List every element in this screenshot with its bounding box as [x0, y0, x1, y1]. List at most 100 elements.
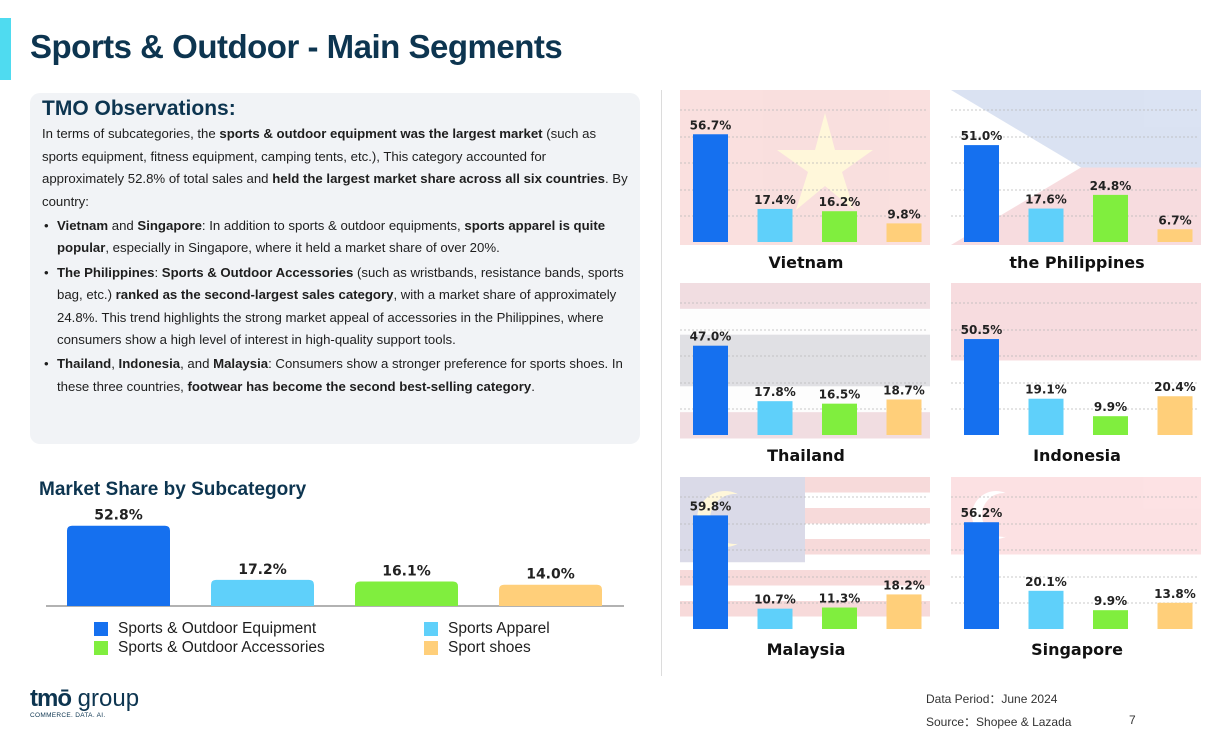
- title-accent-bar: [0, 18, 11, 80]
- bar: [757, 208, 793, 242]
- logo-wordmark: tmō: [30, 685, 72, 712]
- data-label: 56.7%: [690, 118, 732, 132]
- bar: [1093, 610, 1128, 629]
- text-run: : Consumers show a stronger preference f…: [57, 356, 623, 395]
- bar: [886, 594, 922, 629]
- data-label: 51.0%: [961, 129, 1003, 143]
- data-label: 10.7%: [754, 593, 796, 607]
- indonesia-bar-chart: 50.5% 19.1% 9.9% 20.4% Indonesia: [951, 283, 1201, 465]
- bar: [757, 608, 793, 629]
- text-run: . By country:: [42, 171, 628, 209]
- observations-title: TMO Observations:: [42, 97, 236, 120]
- bold-text-run: ranked as the second-largest sales categ…: [115, 287, 394, 303]
- data-label: 9.9%: [1094, 594, 1127, 608]
- bar: [964, 522, 999, 629]
- chart-legend: Sports & Outdoor Equipment Sports Apparel…: [94, 620, 614, 660]
- data-label: 18.7%: [883, 383, 925, 397]
- logo-tagline: COMMERCE. DATA. AI.: [30, 712, 106, 719]
- bar: [964, 339, 999, 435]
- data-label: 13.8%: [1154, 587, 1196, 601]
- legend-swatch: [94, 622, 108, 636]
- text-run: ,: [111, 356, 119, 372]
- bold-text-run: Malaysia: [213, 356, 269, 372]
- vietnam-bar-chart: 56.7% 17.4% 16.2% 9.8% Vietnam: [680, 90, 930, 272]
- singapore-bar-chart: 56.2% 20.1% 9.9% 13.8% Singapore: [951, 477, 1201, 659]
- logo-group-text: group: [71, 685, 140, 712]
- data-label: 24.8%: [1090, 179, 1132, 193]
- text-run: (such as sports equipment, fitness equip…: [42, 126, 597, 187]
- page-title: Sports & Outdoor - Main Segments: [30, 28, 563, 65]
- bar: [964, 145, 999, 242]
- text-run: , especially in Singapore, where it held…: [105, 240, 500, 256]
- data-label: 11.3%: [819, 592, 861, 606]
- bar: [693, 345, 728, 435]
- observation-bullet: Thailand, Indonesia, and Malaysia: Consu…: [42, 353, 628, 398]
- bold-text-run: Singapore: [137, 217, 202, 233]
- text-run: and: [108, 217, 138, 233]
- overall-bar-chart: 52.8% 17.2% 16.1% 14.0%: [46, 508, 624, 607]
- malaysia-bar-chart: 59.8% 10.7% 11.3% 18.2% Malaysia: [680, 477, 930, 659]
- bold-text-run: Thailand: [57, 356, 112, 372]
- bar: [886, 399, 922, 435]
- legend-label: Sports & Outdoor Accessories: [118, 639, 325, 656]
- data-label: 19.1%: [1025, 383, 1067, 397]
- bar: [499, 584, 602, 606]
- data-label: 20.4%: [1154, 380, 1196, 394]
- bold-text-run: Indonesia: [118, 356, 181, 372]
- country-chart-title: Indonesia: [1033, 446, 1121, 465]
- data-label: 17.4%: [754, 193, 796, 207]
- bar: [1157, 396, 1193, 435]
- data-source: Source：Shopee & Lazada: [926, 715, 1072, 729]
- bar: [822, 211, 857, 242]
- bar: [886, 223, 922, 242]
- page-number: 7: [1129, 713, 1136, 727]
- bold-text-run: footwear has become the second best-sell…: [187, 379, 532, 395]
- bar: [1157, 602, 1193, 629]
- data-label: 14.0%: [526, 567, 575, 583]
- data-label: 17.2%: [238, 562, 287, 578]
- bold-text-run: Sports & Outdoor Accessories: [161, 264, 354, 280]
- bar: [822, 607, 857, 629]
- legend-label: Sports Apparel: [448, 620, 550, 637]
- data-label: 9.8%: [887, 207, 920, 221]
- country-chart-title: Vietnam: [769, 253, 844, 272]
- data-label: 18.2%: [883, 578, 925, 592]
- data-label: 52.8%: [94, 508, 143, 524]
- bold-text-run: held the largest market share across all…: [272, 171, 605, 187]
- data-label: 9.9%: [1094, 400, 1127, 414]
- bar: [1028, 398, 1064, 435]
- bar: [67, 525, 170, 606]
- bold-text-run: sports & outdoor equipment was the large…: [219, 126, 543, 141]
- bar: [1093, 194, 1128, 242]
- legend-item: Sports & Outdoor Accessories: [94, 639, 325, 657]
- text-run: , with a market share of approximately 2…: [57, 287, 617, 348]
- text-run: .: [531, 379, 535, 395]
- column-divider: [661, 90, 662, 676]
- observations-bullet-list: Vietnam and Singapore: In addition to sp…: [42, 215, 628, 399]
- market-share-title: Market Share by Subcategory: [39, 479, 307, 500]
- data-label: 59.8%: [690, 499, 732, 513]
- text-run: :: [154, 264, 162, 280]
- legend-swatch: [94, 641, 108, 655]
- country-chart-title: Singapore: [1031, 640, 1123, 659]
- observation-bullet: The Philippines: Sports & Outdoor Access…: [42, 262, 628, 352]
- bar: [693, 134, 728, 242]
- legend-item: Sports & Outdoor Equipment: [94, 620, 316, 638]
- data-label: 20.1%: [1025, 575, 1067, 589]
- legend-label: Sports & Outdoor Equipment: [118, 620, 317, 637]
- bar: [1028, 208, 1064, 242]
- country-chart-title: Thailand: [767, 446, 845, 465]
- data-label: 56.2%: [961, 506, 1003, 520]
- bold-text-run: sports apparel is quite popular: [57, 217, 606, 256]
- bold-text-run: Vietnam: [57, 217, 109, 233]
- bar: [1028, 590, 1064, 629]
- philippines-bar-chart: 51.0% 17.6% 24.8% 6.7% the Philippines: [951, 90, 1201, 272]
- data-label: 6.7%: [1158, 213, 1191, 227]
- data-label: 47.0%: [690, 330, 732, 344]
- data-label: 16.5%: [819, 388, 861, 402]
- data-period: Data Period：June 2024: [926, 692, 1058, 706]
- data-label: 17.6%: [1025, 193, 1067, 207]
- data-label: 16.1%: [382, 564, 431, 580]
- bold-text-run: The Philippines: [57, 264, 155, 280]
- legend-swatch: [424, 622, 438, 636]
